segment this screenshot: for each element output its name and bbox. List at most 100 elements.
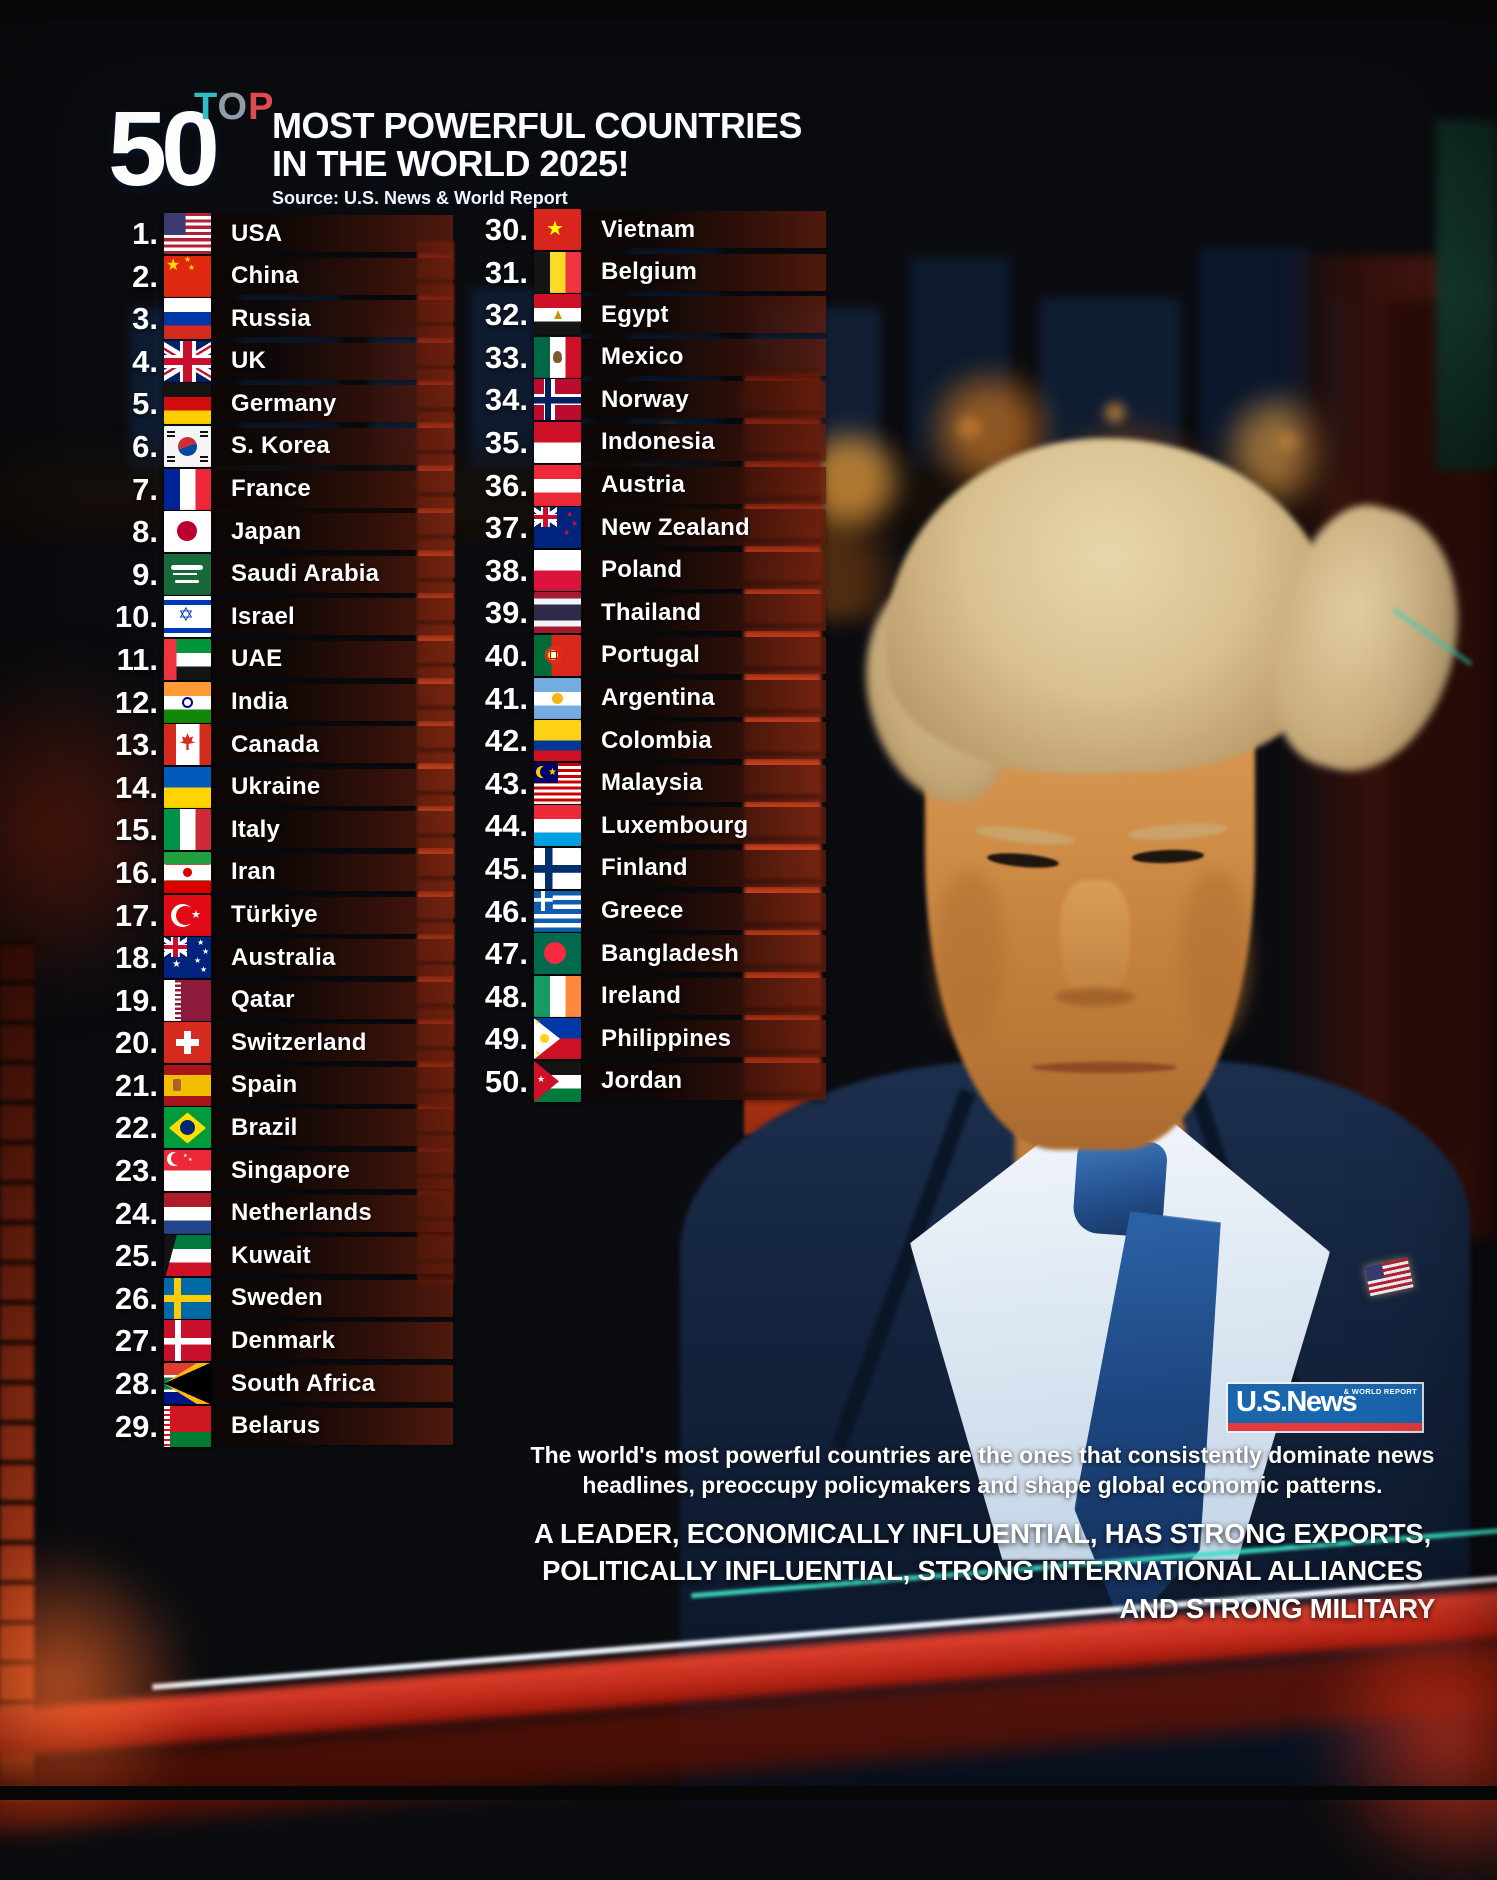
canada-flag-icon (164, 724, 211, 766)
country-row: 32. Egypt (458, 294, 826, 336)
kuwait-flag-icon (164, 1235, 211, 1277)
flag-detail (540, 1034, 549, 1044)
cheek-shading-right (1180, 870, 1250, 1040)
portugal-flag-icon (534, 634, 581, 676)
rank-bar: South Africa (164, 1363, 453, 1405)
country-row: 34. Norway (458, 379, 826, 421)
top-letter: T (194, 86, 218, 128)
country-name: Brazil (231, 1113, 298, 1141)
country-name: Norway (601, 385, 689, 413)
netherlands-flag-icon (164, 1192, 211, 1234)
rank-label: 19. (114, 982, 158, 1018)
germany-flag-icon (164, 383, 211, 425)
belgium-flag-icon (534, 251, 581, 293)
rank-bar: Switzerland (164, 1022, 453, 1064)
rank-bar: ★ ★ ★ China (164, 255, 453, 297)
finland-flag-icon (534, 847, 581, 889)
country-name: South Africa (231, 1369, 376, 1397)
country-name: Vietnam (601, 215, 696, 243)
rank-label: 47. (484, 936, 528, 972)
rank-bar: France (164, 468, 453, 510)
rank-label: 48. (484, 978, 528, 1014)
rank-label: 42. (484, 723, 528, 759)
rank-bar: Norway (534, 379, 826, 421)
switzerland-flag-icon (164, 1022, 211, 1064)
flag-detail (177, 521, 197, 542)
footer-paragraph: The world's most powerful countries are … (530, 1442, 1435, 1499)
flag-detail: ★ (184, 255, 192, 264)
israel-flag-icon: ✡ (164, 596, 211, 638)
brazil-flag-icon (164, 1107, 211, 1149)
country-name: Singapore (231, 1156, 351, 1184)
rank-bar: ★ Türkiye (164, 894, 453, 936)
country-name: Mexico (601, 343, 684, 371)
s-korea-flag-icon (164, 425, 211, 467)
rank-bar: Austria (534, 464, 826, 506)
flag-detail: ★ (172, 959, 181, 971)
rank-label: 32. (484, 297, 528, 333)
country-row: 20. Switzerland (92, 1022, 453, 1064)
flag-detail: ✡ (178, 604, 194, 627)
flag-detail: ★ (563, 528, 571, 538)
country-name: Poland (601, 556, 683, 584)
country-row: 41. Argentina (458, 677, 826, 719)
country-name: Italy (231, 815, 281, 843)
country-name: New Zealand (601, 513, 750, 541)
rank-label: 36. (484, 467, 528, 503)
qatar-flag-icon (164, 979, 211, 1021)
rank-label: 25. (114, 1238, 158, 1274)
country-row: 12. India (92, 681, 453, 723)
rank-bar: Portugal (534, 634, 826, 676)
luxembourg-flag-icon (534, 805, 581, 847)
rank-bar: Colombia (534, 720, 826, 762)
rank-label: 46. (484, 893, 528, 929)
country-name: Denmark (231, 1326, 336, 1354)
country-name: Ukraine (231, 773, 321, 801)
norway-flag-icon (534, 379, 581, 421)
rank-bar: Russia (164, 298, 453, 340)
country-row: 6. S. Korea (92, 425, 453, 467)
usnews-logo-subtext: & WORLD REPORT (1343, 1387, 1417, 1396)
china-flag-icon: ★ ★ ★ (164, 255, 211, 297)
rank-label: 15. (114, 812, 158, 848)
vietnam-flag-icon: ★ (534, 209, 581, 250)
rank-label: 28. (114, 1366, 158, 1402)
flag-detail (553, 350, 562, 363)
country-row: 15. Italy (92, 809, 453, 851)
country-row: 24. Netherlands (92, 1192, 453, 1234)
rank-bar: UAE (164, 638, 453, 680)
rank-label: 41. (484, 680, 528, 716)
russia-flag-icon (164, 298, 211, 340)
country-name: Portugal (601, 641, 700, 669)
rank-bar: Greece (534, 890, 826, 932)
country-name: Australia (231, 943, 336, 971)
rank-label: 34. (484, 382, 528, 418)
flag-detail (176, 905, 195, 925)
rank-bar: Brazil (164, 1107, 453, 1149)
t-rkiye-flag-icon: ★ (164, 894, 211, 936)
country-name: Russia (231, 304, 311, 332)
footer-bold-statement: A LEADER, ECONOMICALLY INFLUENTIAL, HAS … (530, 1515, 1435, 1627)
rank-label: 21. (114, 1067, 158, 1103)
country-row: 23. ★ ★ Singapore (92, 1150, 453, 1192)
country-name: Israel (231, 602, 295, 630)
rank-label: 18. (114, 940, 158, 976)
country-row: 3. Russia (92, 298, 453, 340)
spain-flag-icon (164, 1064, 211, 1106)
uae-flag-icon (164, 638, 211, 680)
rank-label: 29. (114, 1408, 158, 1444)
country-row: 44. Luxembourg (458, 805, 826, 847)
rank-bar: ★ ★ ★ New Zealand (534, 507, 826, 549)
australia-flag-icon: ★ ★ ★ ★ ★ (164, 937, 211, 979)
rank-label: 40. (484, 637, 528, 673)
rank-bar: UK (164, 340, 453, 382)
flag-detail: ★ (191, 907, 201, 921)
country-name: S. Korea (231, 432, 330, 460)
rank-label: 31. (484, 254, 528, 290)
flag-detail (166, 879, 209, 881)
country-row: 42. Colombia (458, 720, 826, 762)
rank-label: 10. (114, 599, 158, 635)
rank-bar: Germany (164, 383, 453, 425)
rank-bar: Indonesia (534, 421, 826, 463)
flag-detail: ★ (202, 947, 210, 957)
